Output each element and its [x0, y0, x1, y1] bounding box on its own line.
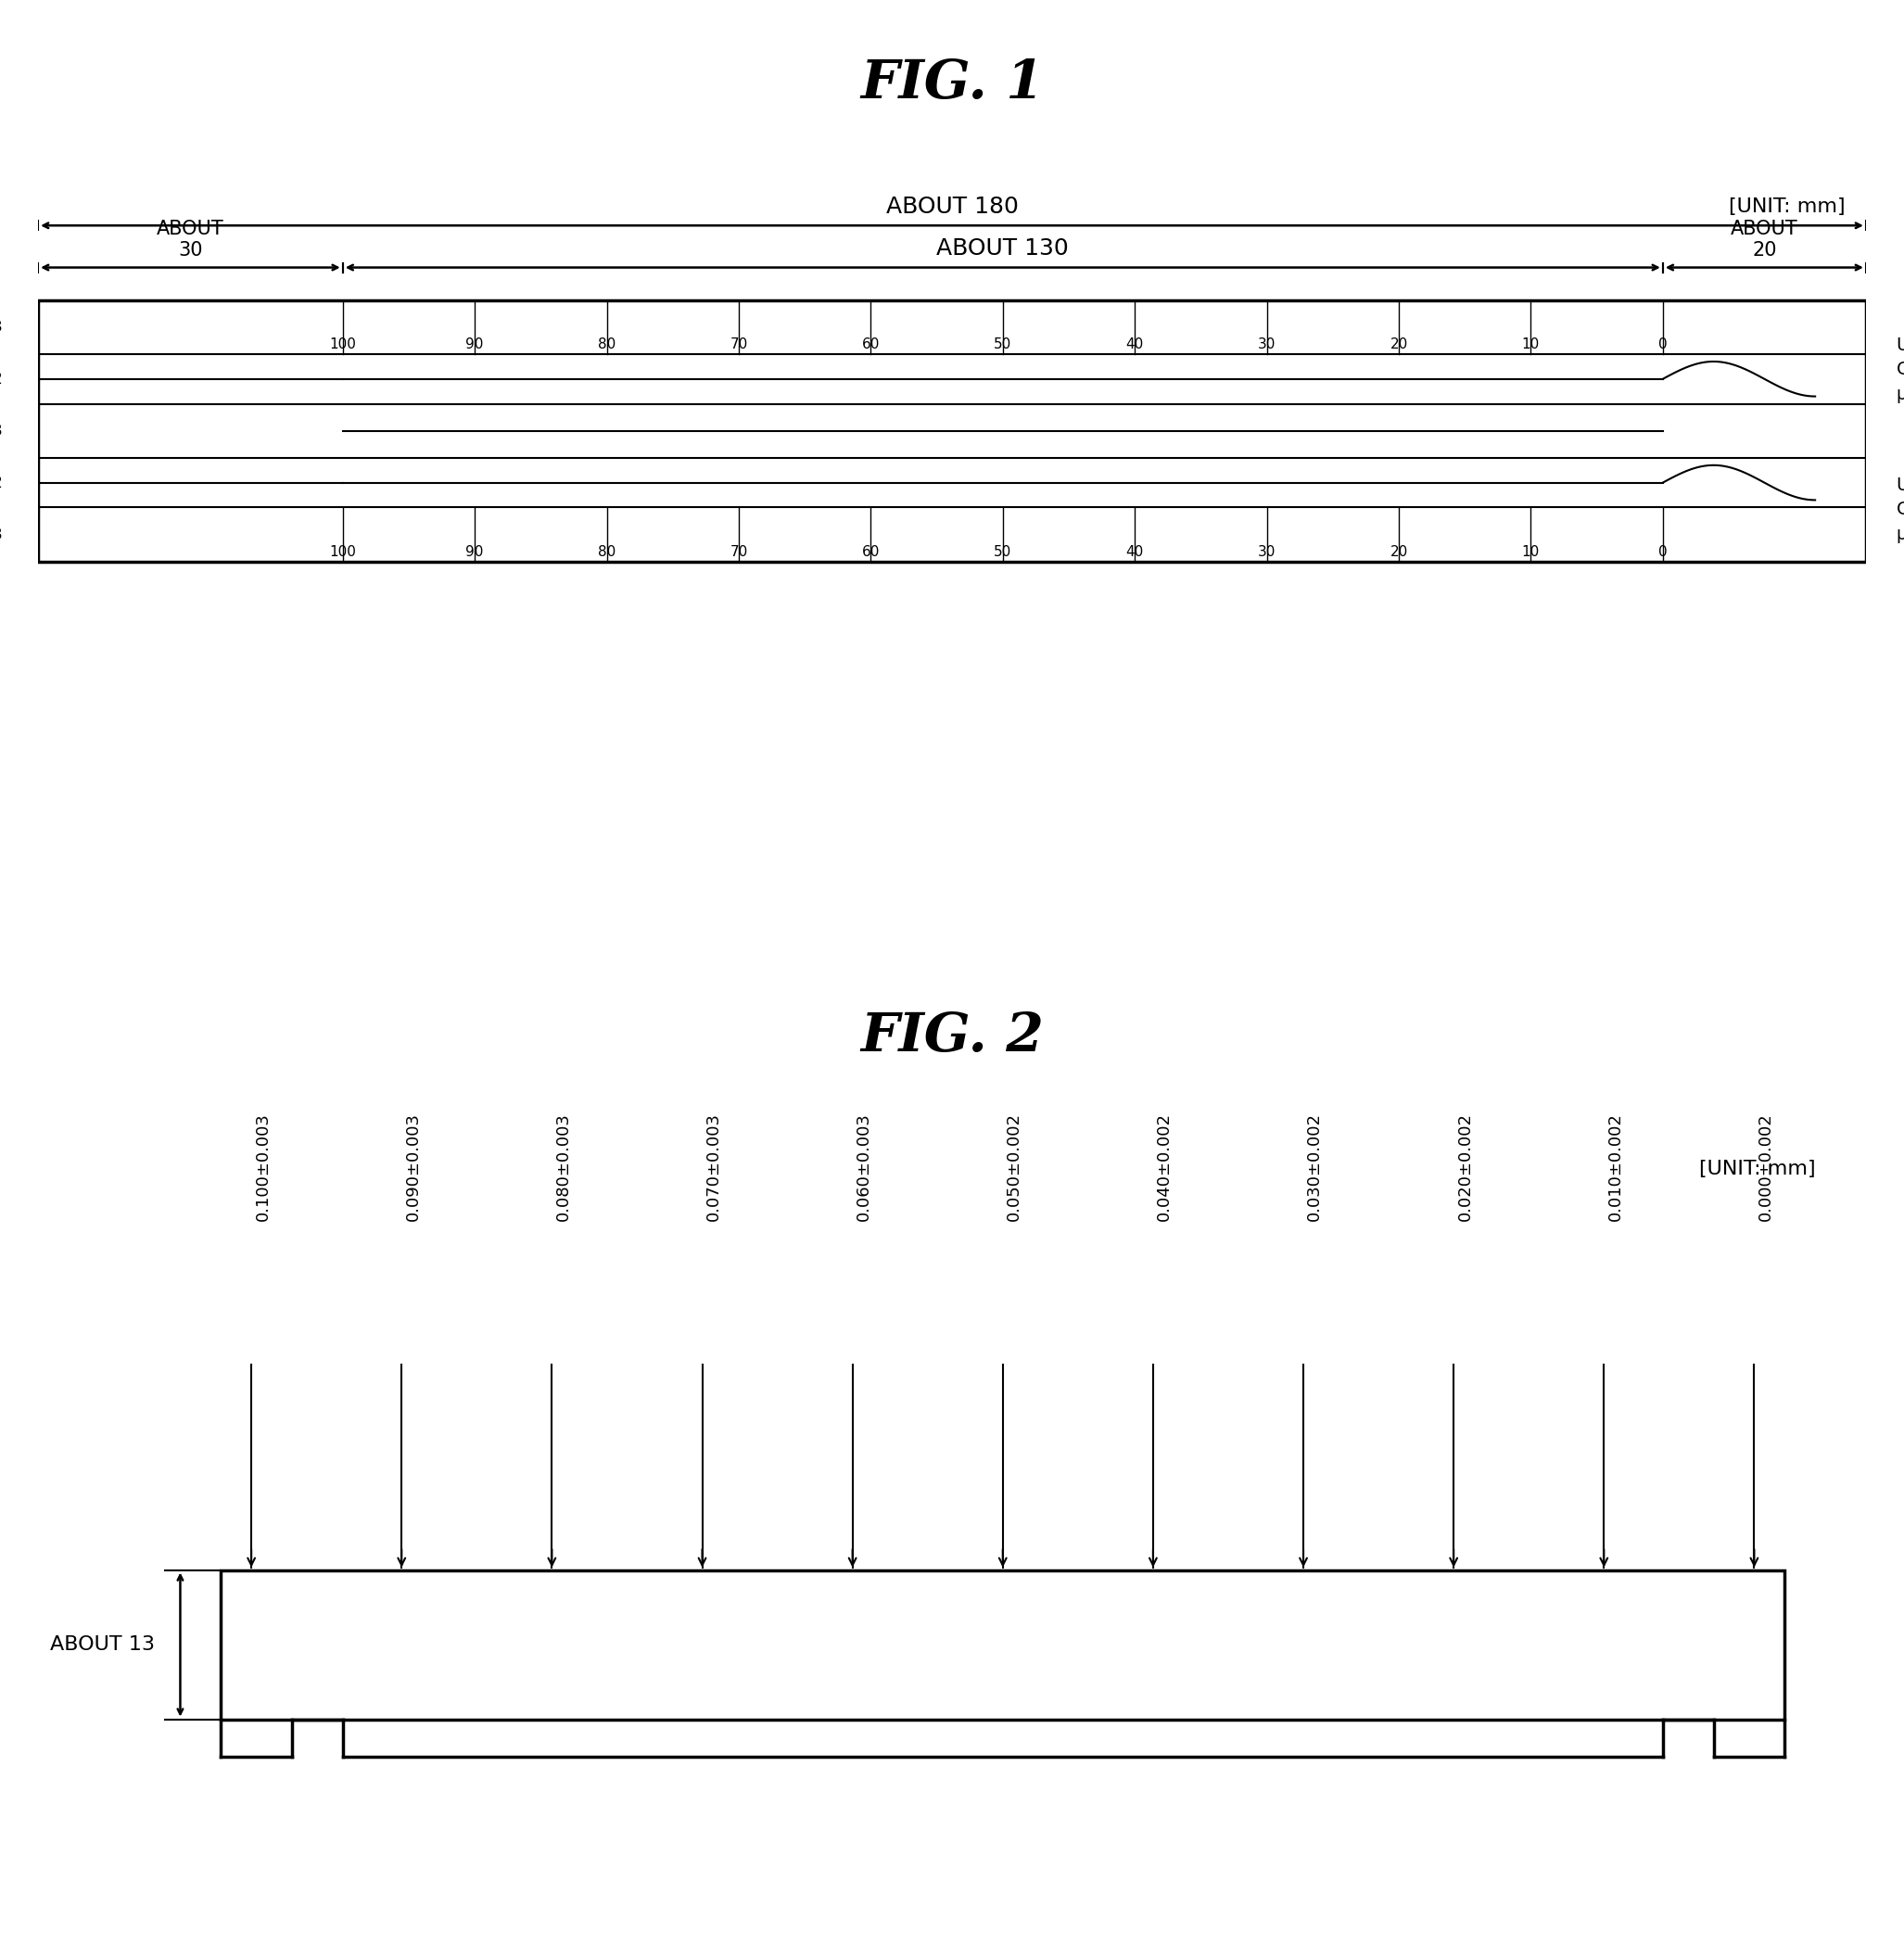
Text: 90: 90	[466, 338, 484, 352]
Text: UNIT FOR
GROOVE
μm: UNIT FOR GROOVE μm	[1896, 476, 1904, 542]
Text: ABOUT 13: ABOUT 13	[50, 1635, 154, 1654]
Text: FIG. 2: FIG. 2	[861, 1011, 1043, 1063]
Text: 0.010±0.002: 0.010±0.002	[1607, 1112, 1624, 1221]
Text: 100: 100	[329, 544, 356, 558]
Text: 12: 12	[0, 474, 2, 492]
Text: 20: 20	[1390, 338, 1407, 352]
Text: 0.030±0.002: 0.030±0.002	[1306, 1112, 1323, 1221]
Text: UNIT FOR
GROOVE
μm: UNIT FOR GROOVE μm	[1896, 336, 1904, 402]
Text: 0.020±0.002: 0.020±0.002	[1457, 1112, 1474, 1221]
Text: 0.060±0.003: 0.060±0.003	[855, 1112, 872, 1221]
Text: 60: 60	[863, 338, 880, 352]
Text: 60: 60	[863, 544, 880, 558]
Text: 80: 80	[598, 544, 615, 558]
Text: 13: 13	[0, 527, 2, 542]
Text: 10: 10	[1521, 338, 1540, 352]
Text: 0.080±0.003: 0.080±0.003	[554, 1112, 571, 1221]
Bar	[221, 1571, 1784, 1718]
Text: ABOUT
30: ABOUT 30	[156, 220, 225, 260]
Text: FIG. 1: FIG. 1	[861, 58, 1043, 111]
Text: 0.090±0.003: 0.090±0.003	[406, 1112, 421, 1221]
Bar	[221, 1571, 1784, 1718]
Text: 0.100±0.003: 0.100±0.003	[255, 1112, 270, 1221]
Text: [UNIT: mm]: [UNIT: mm]	[1698, 1159, 1815, 1178]
Text: 70: 70	[729, 338, 748, 352]
Text: 70: 70	[729, 544, 748, 558]
Text: 50: 50	[994, 544, 1011, 558]
Text: 0: 0	[1658, 544, 1668, 558]
Text: 0: 0	[1658, 338, 1668, 352]
Text: 30: 30	[1259, 338, 1276, 352]
Text: 50: 50	[994, 338, 1011, 352]
Text: [UNIT: mm]: [UNIT: mm]	[1729, 198, 1845, 216]
Text: 10: 10	[1521, 544, 1540, 558]
Text: 90: 90	[466, 544, 484, 558]
Text: ABOUT 180: ABOUT 180	[885, 196, 1019, 218]
Text: 20: 20	[1390, 544, 1407, 558]
Text: 80: 80	[598, 338, 615, 352]
Text: 13: 13	[0, 422, 2, 439]
Text: 0.070±0.003: 0.070±0.003	[704, 1112, 722, 1221]
Text: 100: 100	[329, 338, 356, 352]
Text: 40: 40	[1125, 338, 1144, 352]
Text: 0.050±0.002: 0.050±0.002	[1005, 1112, 1022, 1221]
Text: ABOUT
20: ABOUT 20	[1731, 220, 1797, 260]
Text: 0.000±0.002: 0.000±0.002	[1757, 1112, 1775, 1221]
Text: 12: 12	[0, 371, 2, 387]
Text: 0.040±0.002: 0.040±0.002	[1156, 1112, 1173, 1221]
Text: 13: 13	[0, 319, 2, 336]
Text: ABOUT 130: ABOUT 130	[937, 237, 1068, 260]
Text: 30: 30	[1259, 544, 1276, 558]
Bar	[38, 299, 1866, 562]
Text: 40: 40	[1125, 544, 1144, 558]
